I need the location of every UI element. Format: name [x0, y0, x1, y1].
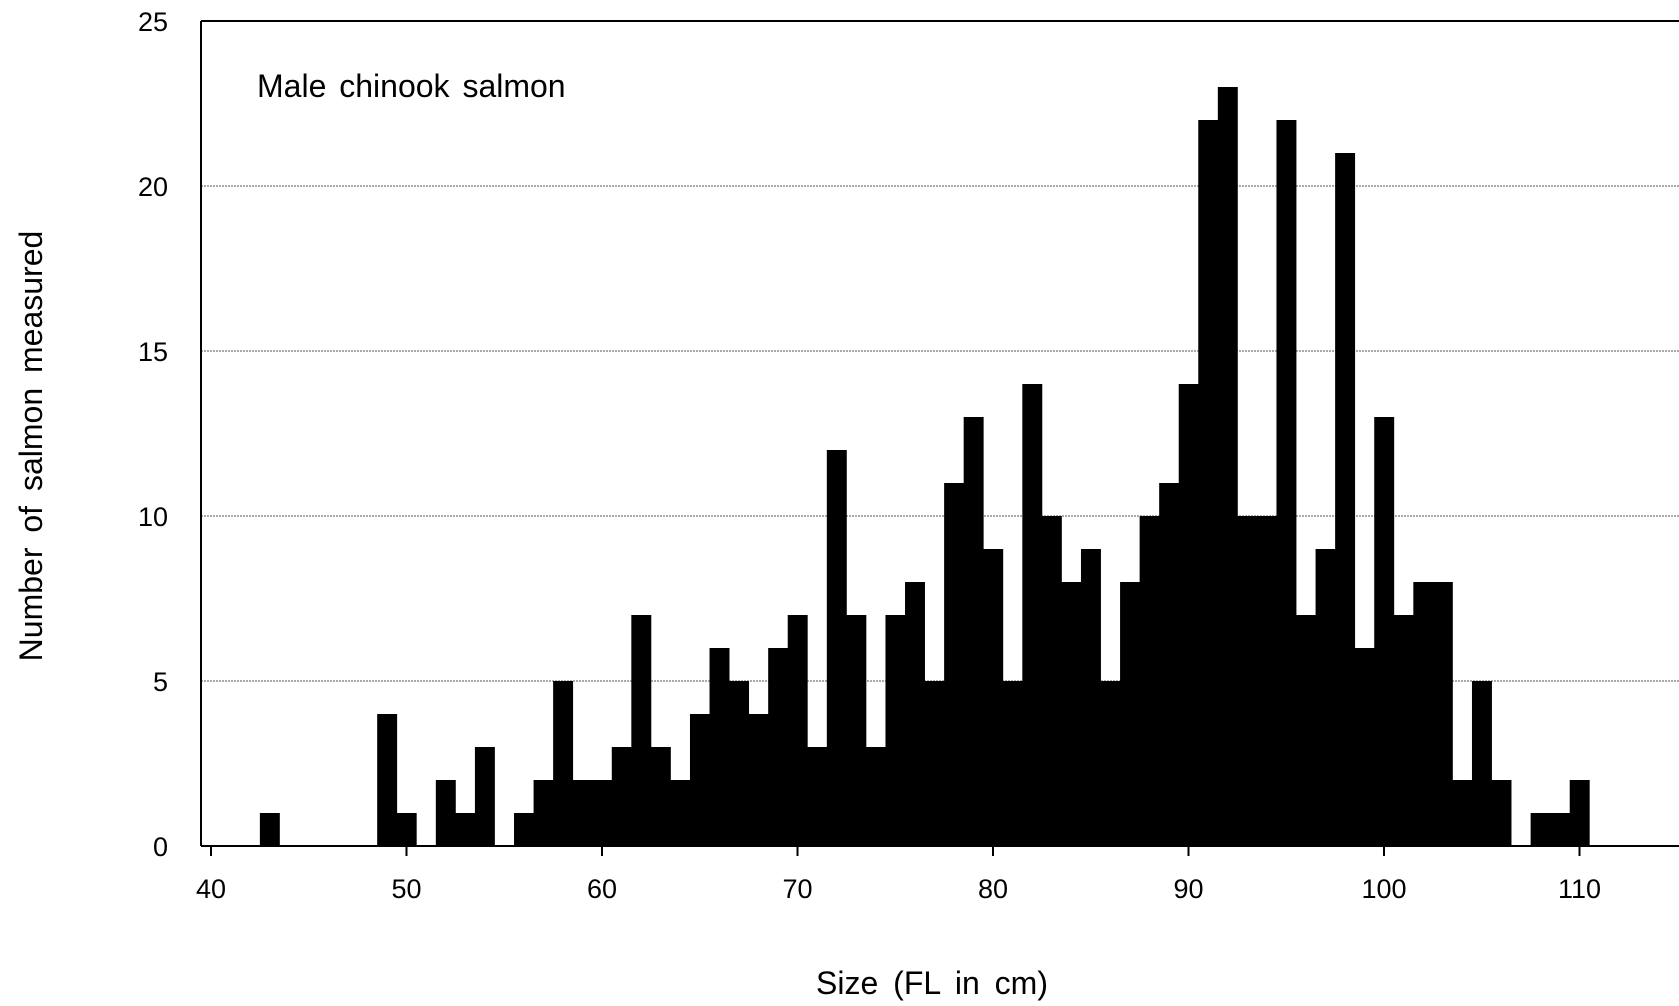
x-tick-label-70: 70 [782, 874, 812, 904]
bar-64 [670, 780, 691, 846]
axes [200, 20, 1679, 847]
bar-75 [885, 615, 906, 846]
bar-77 [924, 681, 945, 846]
bar-79 [963, 417, 984, 846]
bar-57 [533, 780, 554, 846]
y-tick-label-15: 15 [138, 337, 168, 367]
x-ticks: 40 50 60 70 80 90 100 110 [196, 846, 1601, 904]
bar-102 [1413, 582, 1434, 846]
bar-91 [1198, 120, 1219, 846]
bar-78 [944, 483, 965, 846]
bar-93 [1237, 516, 1258, 846]
bar-108 [1530, 813, 1551, 846]
y-tick-label-20: 20 [138, 172, 168, 202]
x-tick-label-80: 80 [978, 874, 1008, 904]
bar-99 [1354, 648, 1375, 846]
bar-88 [1139, 516, 1160, 846]
bar-76 [905, 582, 925, 846]
bar-109 [1550, 813, 1571, 846]
bar-70 [787, 615, 808, 846]
bar-85 [1080, 549, 1101, 846]
bar-80 [983, 549, 1004, 846]
x-tick-label-40: 40 [196, 874, 226, 904]
x-tick-label-90: 90 [1173, 874, 1203, 904]
bar-65 [689, 714, 710, 846]
histogram-bars [259, 87, 1590, 846]
bar-52 [435, 780, 456, 846]
bar-71 [807, 747, 828, 846]
y-tick-label-10: 10 [138, 502, 168, 532]
bar-84 [1061, 582, 1082, 846]
bar-83 [1041, 516, 1062, 846]
y-ticks: 0 5 10 15 20 25 [138, 7, 168, 862]
bar-62 [631, 615, 652, 846]
x-tick-label-110: 110 [1558, 874, 1601, 904]
bar-89 [1159, 483, 1180, 846]
bar-54 [474, 747, 495, 846]
bar-63 [650, 747, 671, 846]
bar-56 [514, 813, 534, 846]
y-tick-label-25: 25 [138, 7, 168, 37]
bar-81 [1002, 681, 1023, 846]
bar-105 [1471, 681, 1492, 846]
bar-60 [592, 780, 613, 846]
x-tick-label-50: 50 [391, 874, 421, 904]
bar-98 [1335, 153, 1356, 846]
bar-61 [611, 747, 632, 846]
bar-101 [1393, 615, 1414, 846]
gridlines [201, 185, 1679, 682]
bar-94 [1256, 516, 1277, 846]
bar-92 [1217, 87, 1238, 846]
bar-53 [455, 813, 476, 846]
bar-58 [553, 681, 574, 846]
bar-103 [1432, 582, 1453, 846]
y-axis-title: Number of salmon measured [13, 231, 49, 662]
bar-86 [1100, 681, 1121, 846]
bar-73 [846, 615, 867, 846]
bar-72 [826, 450, 847, 846]
bar-110 [1569, 780, 1590, 846]
bar-69 [768, 648, 789, 846]
bar-106 [1491, 780, 1512, 846]
bar-43 [259, 813, 280, 846]
x-axis-title: Size (FL in cm) [816, 965, 1048, 1001]
x-tick-label-60: 60 [587, 874, 617, 904]
bar-96 [1296, 615, 1316, 846]
bar-87 [1120, 582, 1141, 846]
chart-annotation: Male chinook salmon [257, 68, 566, 104]
x-tick-label-100: 100 [1361, 874, 1406, 904]
y-tick-label-5: 5 [153, 667, 168, 697]
bar-68 [748, 714, 769, 846]
bar-90 [1178, 384, 1199, 846]
bar-95 [1276, 120, 1297, 846]
bar-49 [377, 714, 398, 846]
bar-67 [729, 681, 750, 846]
bar-100 [1374, 417, 1395, 846]
bar-50 [396, 813, 417, 846]
bar-74 [865, 747, 886, 846]
bar-66 [709, 648, 730, 846]
bar-97 [1315, 549, 1336, 846]
bar-104 [1452, 780, 1473, 846]
bar-82 [1022, 384, 1043, 846]
bar-59 [572, 780, 593, 846]
y-tick-label-0: 0 [153, 832, 168, 862]
